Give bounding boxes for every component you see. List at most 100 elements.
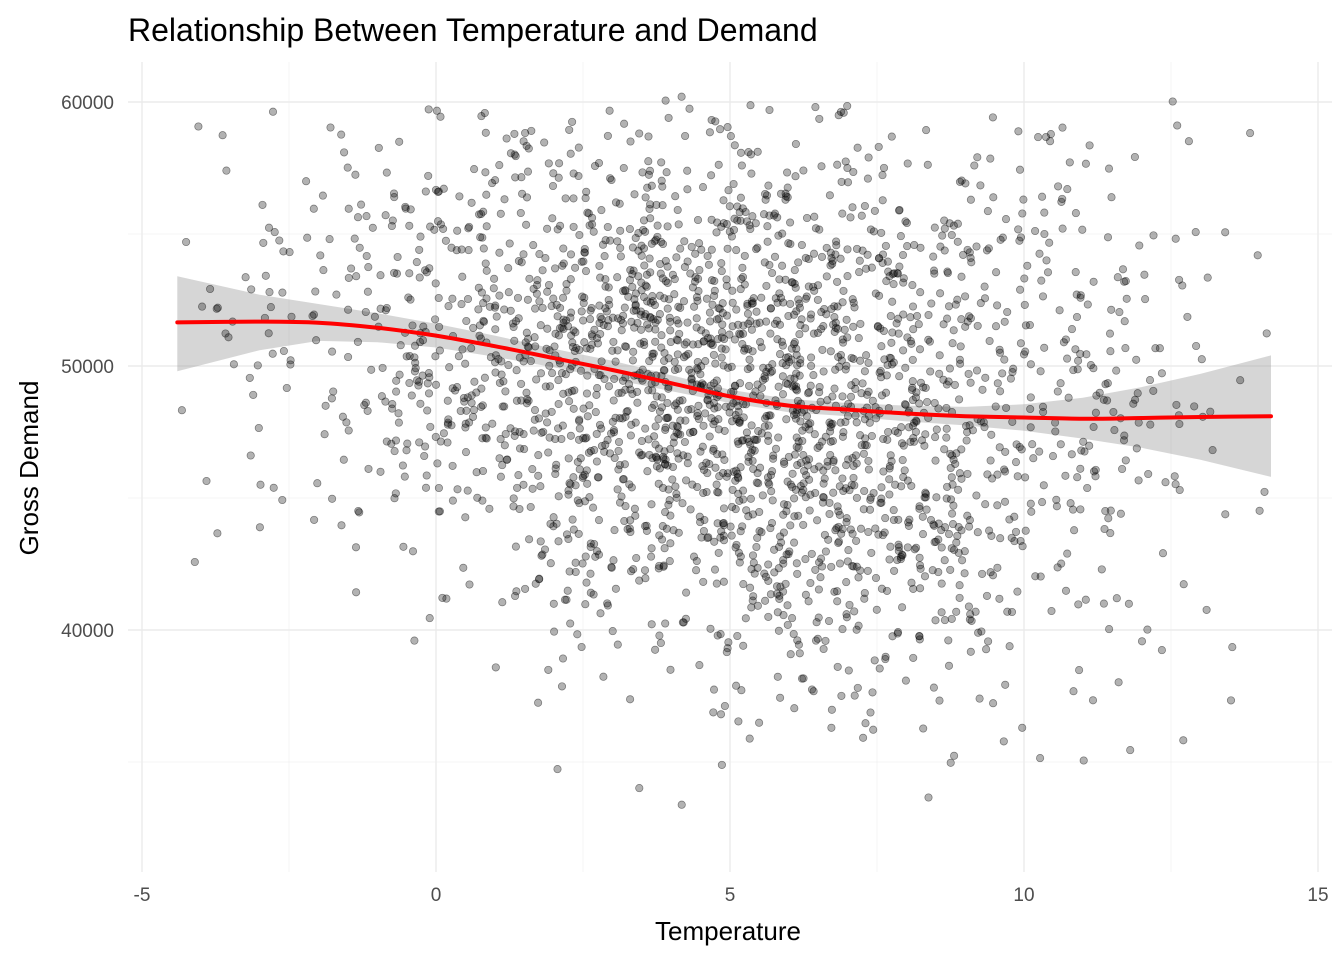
data-point [481, 259, 490, 268]
data-point [890, 269, 899, 278]
data-point [1246, 129, 1255, 138]
data-point [815, 558, 824, 567]
data-point [996, 534, 1005, 543]
data-point [633, 387, 642, 396]
data-point [1046, 137, 1055, 146]
data-point [568, 342, 577, 352]
data-point [1107, 193, 1116, 202]
data-point [641, 193, 650, 202]
data-point [963, 511, 972, 520]
data-point [565, 567, 574, 576]
data-point [573, 630, 582, 639]
data-point [651, 325, 660, 334]
data-point [744, 512, 753, 521]
data-point [739, 400, 748, 409]
data-point [695, 512, 704, 521]
data-point [917, 436, 927, 445]
data-point [788, 469, 797, 478]
data-point [715, 304, 724, 313]
data-point [672, 253, 681, 262]
data-point [477, 112, 486, 121]
data-point [327, 394, 336, 403]
data-point [739, 413, 748, 422]
data-point [535, 574, 544, 583]
data-point [825, 418, 834, 427]
x-tick-label: 10 [1013, 885, 1034, 906]
data-point [465, 418, 474, 427]
data-point [544, 159, 553, 168]
data-point [885, 353, 894, 362]
data-point [733, 469, 742, 478]
data-point [887, 338, 896, 347]
data-point [875, 368, 884, 377]
data-point [881, 652, 890, 661]
data-point [783, 620, 792, 629]
data-point [920, 441, 929, 450]
data-point [725, 202, 734, 211]
data-point [517, 396, 526, 405]
data-point [828, 256, 837, 265]
data-point [742, 506, 751, 515]
data-point [628, 356, 637, 365]
data-point [498, 402, 507, 411]
data-point [752, 542, 761, 552]
data-point [738, 522, 747, 531]
data-point [480, 373, 489, 382]
data-point [435, 322, 444, 331]
data-point [1076, 464, 1085, 473]
data-point [347, 264, 356, 273]
data-point [961, 292, 970, 301]
data-point [918, 512, 927, 521]
data-point [765, 411, 774, 420]
data-point [588, 220, 597, 229]
data-point [533, 281, 542, 290]
data-point [737, 686, 746, 695]
data-point [841, 365, 850, 374]
data-point [778, 229, 787, 238]
data-point [575, 230, 584, 240]
data-point [748, 456, 757, 465]
data-point [837, 529, 846, 538]
data-point [431, 279, 440, 288]
data-point [570, 346, 579, 356]
data-point [910, 240, 919, 250]
data-point [699, 337, 708, 346]
data-point [817, 252, 827, 261]
data-point [856, 356, 865, 365]
data-point [782, 192, 791, 201]
data-point [268, 107, 278, 116]
data-point [723, 644, 732, 653]
data-point [643, 467, 652, 476]
data-point [911, 393, 920, 402]
data-point [956, 342, 965, 351]
data-point [1103, 233, 1113, 242]
data-point [607, 175, 616, 185]
data-point [765, 105, 774, 115]
data-point [402, 352, 411, 361]
data-point [461, 359, 470, 368]
data-point [768, 268, 777, 278]
data-point [783, 168, 792, 177]
data-point [1061, 471, 1070, 480]
data-point [670, 401, 679, 410]
data-point [761, 195, 770, 204]
data-point [825, 191, 834, 200]
data-point [524, 396, 533, 405]
confidence-band-area [177, 276, 1271, 477]
data-point [615, 498, 625, 507]
data-point [706, 624, 715, 633]
data-point [941, 523, 950, 532]
data-point [603, 601, 612, 610]
data-point [856, 431, 865, 440]
data-point [1091, 472, 1100, 481]
data-point [586, 315, 595, 324]
data-point [731, 543, 740, 552]
data-point [1045, 238, 1054, 247]
data-point [747, 603, 756, 612]
data-point [637, 325, 646, 334]
data-point [795, 299, 804, 308]
data-point [578, 473, 587, 482]
data-point [757, 383, 766, 393]
data-point [739, 321, 748, 330]
